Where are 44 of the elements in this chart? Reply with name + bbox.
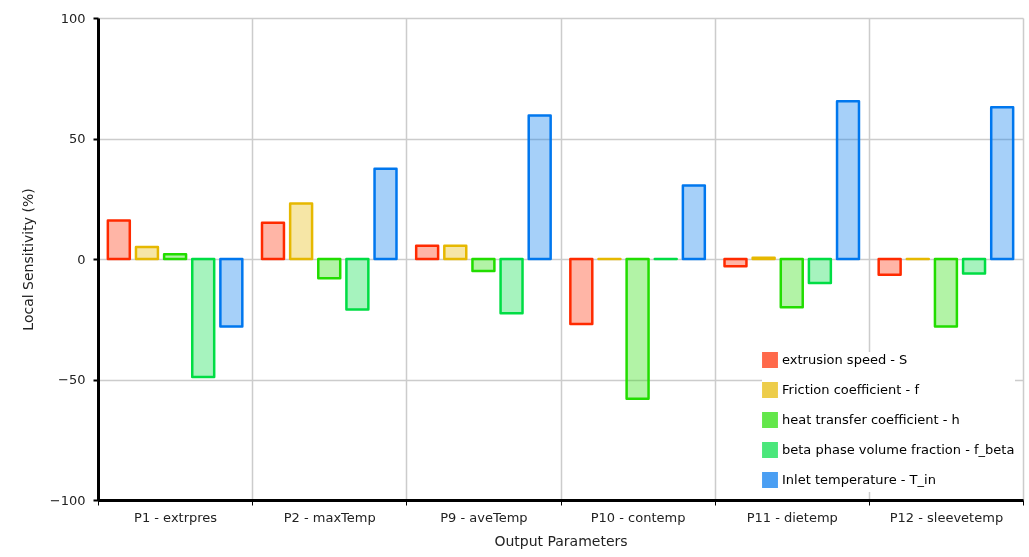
bar [625, 257, 650, 401]
bar [260, 221, 286, 261]
y-tick-label: −100 [49, 492, 86, 508]
x-tick-label: P9 - aveTemp [440, 509, 528, 525]
bar [317, 257, 342, 280]
bar [723, 257, 748, 268]
x-tick-label: P12 - sleevetemp [889, 509, 1004, 525]
bar [681, 184, 707, 261]
bar [345, 257, 370, 311]
bar [373, 167, 398, 261]
legend-label: heat transfer coefficient - h [782, 412, 960, 427]
x-axis-title: Output Parameters [494, 532, 628, 549]
y-tick-label: 50 [68, 131, 86, 146]
bar [779, 257, 804, 309]
bar [807, 257, 833, 285]
x-tick-label: P1 - extrpres [134, 509, 218, 525]
legend-label: beta phase volume fraction - f_beta [782, 442, 1015, 457]
bar [162, 252, 188, 261]
bar [989, 105, 1015, 261]
bar [527, 114, 552, 261]
x-tick-label: P10 - contemp [590, 509, 686, 525]
bar [288, 202, 314, 261]
bar [190, 257, 216, 379]
legend-label: extrusion speed - S [782, 352, 908, 367]
y-axis-title: Local Sensitivity (%) [19, 188, 36, 331]
y-tick-label: −50 [58, 372, 86, 387]
bar [835, 99, 861, 261]
bar [414, 244, 440, 261]
bar [877, 257, 902, 276]
bar [933, 257, 959, 328]
bar [219, 257, 244, 328]
x-tick-label: P11 - dietemp [746, 509, 838, 525]
bar [134, 245, 160, 261]
y-tick-label: 100 [60, 10, 86, 26]
bar [569, 257, 594, 326]
bar [499, 257, 524, 315]
legend-label: Inlet temperature - T_in [782, 472, 936, 487]
legend-label: Friction coefficient - f [782, 382, 920, 397]
x-tick-label: P2 - maxTemp [283, 509, 376, 525]
y-tick-label: 0 [77, 251, 86, 267]
bar [106, 219, 132, 261]
bar [443, 244, 468, 261]
bar [471, 257, 496, 273]
bar [961, 257, 987, 275]
